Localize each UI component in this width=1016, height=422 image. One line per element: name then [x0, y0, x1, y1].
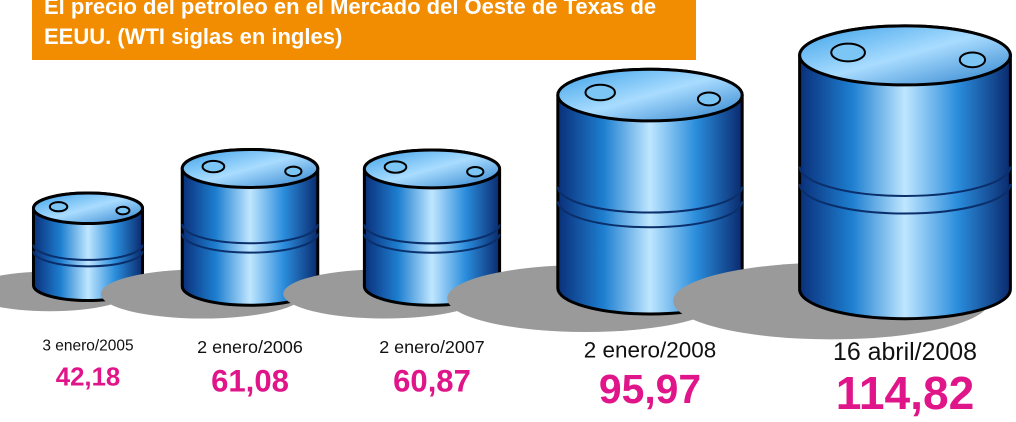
value-label: 114,82	[836, 367, 975, 419]
barrel-ring	[181, 224, 319, 245]
barrel-ring	[363, 233, 501, 254]
barrel-ring	[556, 201, 744, 229]
value-label: 60,87	[393, 364, 471, 399]
barrel-ring	[32, 244, 144, 261]
category-label: 3 enero/2005	[42, 337, 133, 354]
value-label: 42,18	[56, 364, 121, 392]
barrel-cap	[958, 51, 987, 69]
barrel-lid	[798, 24, 1012, 87]
chart-title: El precio del petroleo en el Mercado del…	[32, 0, 696, 60]
barrel-ring	[798, 166, 1012, 197]
category-label: 16 abril/2008	[833, 338, 977, 366]
barrel-ring	[556, 186, 744, 214]
barrel-cap	[830, 42, 866, 63]
barrel-lid	[556, 67, 744, 123]
barrel	[673, 24, 1012, 340]
category-label: 2 enero/2006	[197, 337, 303, 357]
barrel-cap	[48, 201, 69, 213]
barrel	[0, 191, 145, 312]
category-label: 2 enero/2008	[584, 337, 716, 362]
barrel-cap	[696, 91, 722, 107]
barrel-cap	[584, 83, 616, 102]
barrel-cap	[383, 160, 408, 174]
barrel-ring	[363, 224, 501, 245]
value-label: 95,97	[599, 366, 701, 412]
value-label: 61,08	[211, 364, 289, 399]
barrel	[283, 148, 502, 319]
barrel-cap	[115, 205, 131, 216]
barrel-cap	[466, 166, 485, 178]
barrel-cap	[201, 159, 226, 174]
barrel-cap	[284, 165, 303, 178]
barrel	[447, 67, 744, 333]
barrel-ring	[181, 233, 319, 254]
barrel-lid	[180, 148, 320, 189]
barrel	[100, 148, 320, 319]
category-label: 2 enero/2007	[379, 337, 485, 357]
barrel-ring	[798, 183, 1012, 215]
barrel-lid	[31, 191, 145, 226]
barrel-ring	[32, 250, 144, 268]
barrel-lid	[362, 148, 502, 190]
